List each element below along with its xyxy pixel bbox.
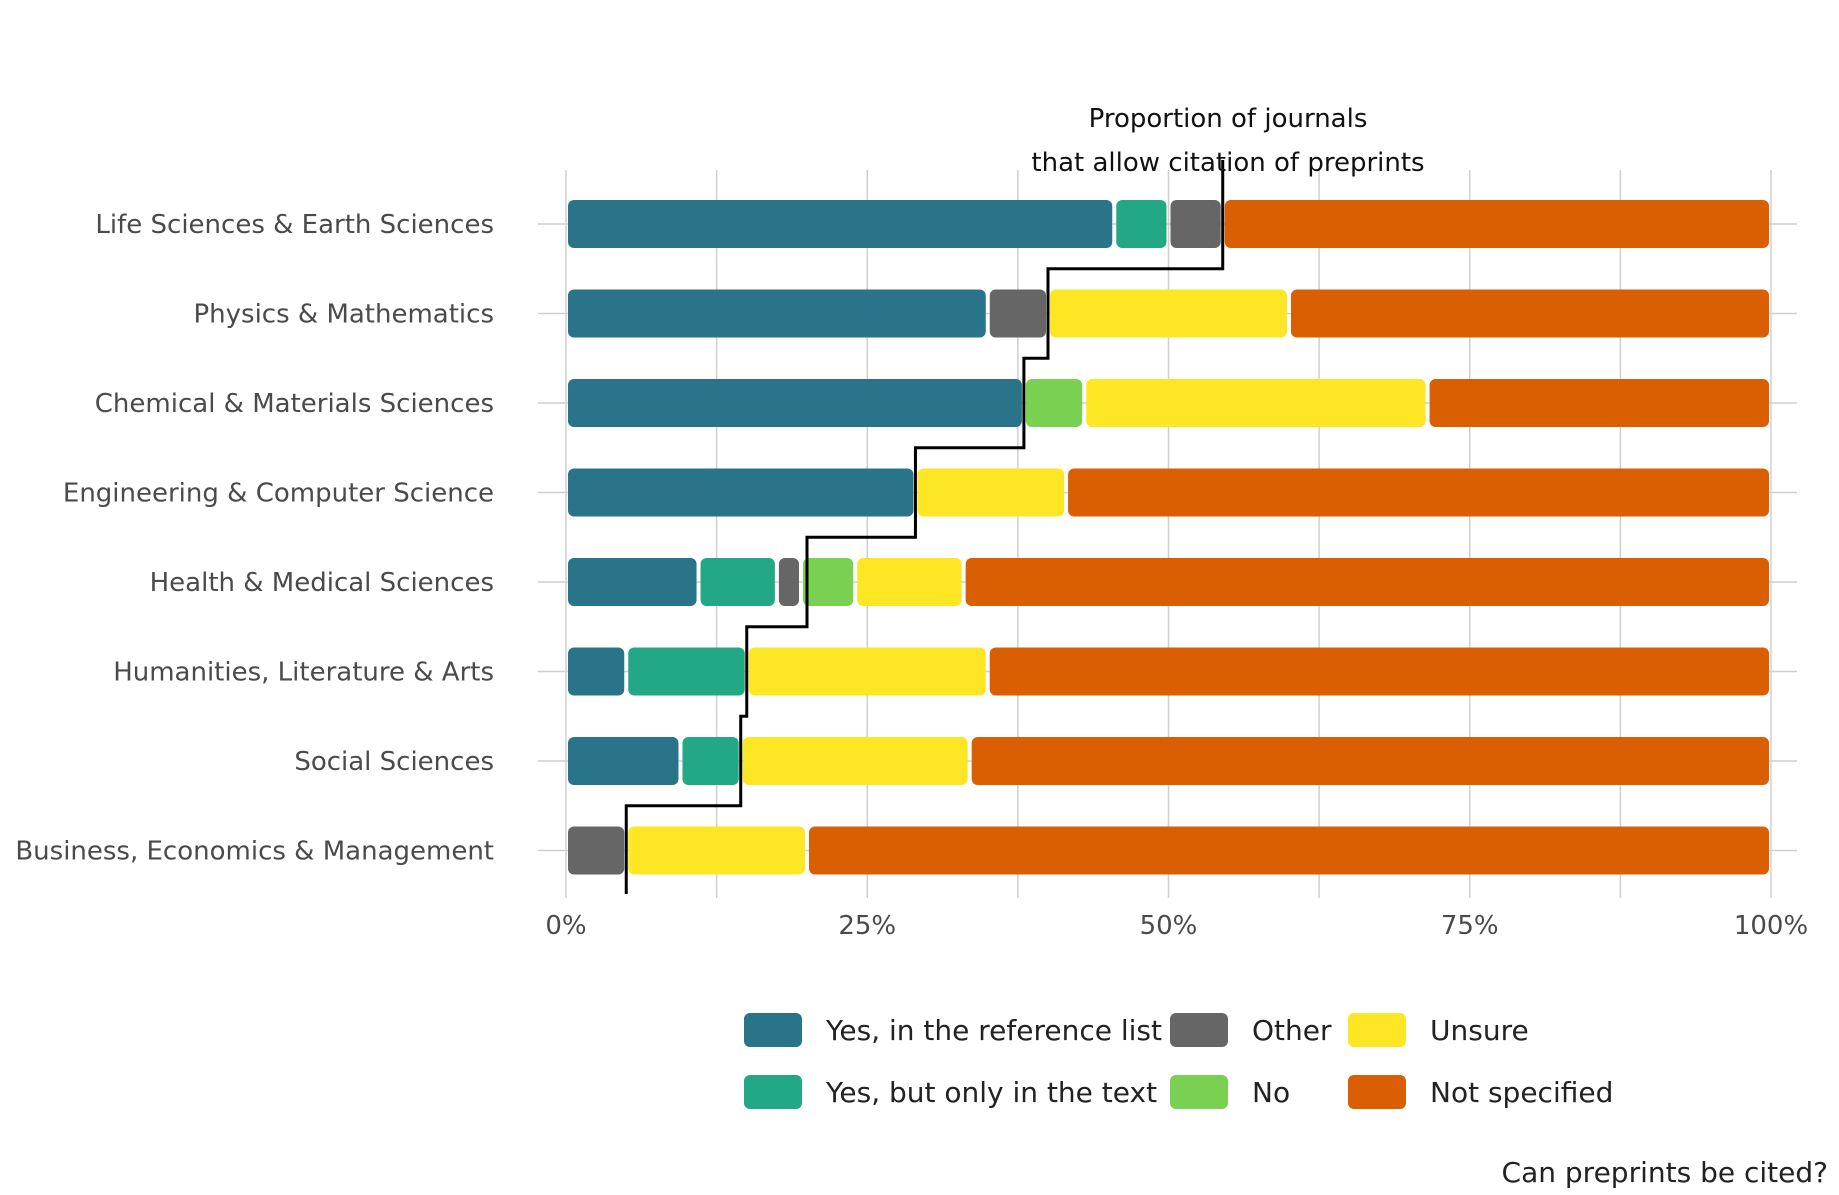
category-label: Health & Medical Sciences <box>150 568 494 598</box>
bar-segment <box>989 289 1046 338</box>
category-label: Social Sciences <box>294 747 494 777</box>
bar-segment <box>809 826 1769 875</box>
legend-swatch <box>1348 1075 1406 1109</box>
citation-proportion-step-line <box>624 160 1225 894</box>
legend-swatch <box>1170 1075 1228 1109</box>
legend-label: Unsure <box>1430 1014 1529 1047</box>
bar-segment <box>1116 200 1167 248</box>
bar-segment <box>700 558 775 606</box>
step-line <box>624 160 1225 894</box>
category-label: Business, Economics & Management <box>15 837 494 867</box>
x-tick-label: 50% <box>1140 911 1198 941</box>
x-axis-ticks: 0% 25% 50% 75% 100% <box>545 911 1808 941</box>
category-label: Engineering & Computer Science <box>63 479 494 509</box>
bar-segment <box>568 379 1022 427</box>
bar-segment <box>682 737 739 785</box>
bar-segment <box>1429 379 1769 427</box>
bars-layer <box>568 200 1769 875</box>
category-label: Physics & Mathematics <box>193 300 494 330</box>
bar-segment <box>989 647 1769 696</box>
category-label: Life Sciences & Earth Sciences <box>95 210 494 240</box>
category-label: Humanities, Literature & Arts <box>113 658 494 688</box>
bar-segment <box>778 558 799 606</box>
legend-label: No <box>1252 1076 1290 1109</box>
bar-segment <box>1170 200 1221 248</box>
legend-swatch <box>1170 1013 1228 1047</box>
annotation: Proportion of journals that allow citati… <box>1031 104 1424 178</box>
bar-segment <box>568 558 697 606</box>
bar-segment <box>857 558 962 606</box>
bar-segment <box>802 558 854 606</box>
annotation-line-1: Proportion of journals <box>1089 104 1368 134</box>
bar-segment <box>568 826 625 875</box>
annotation-line-2: that allow citation of preprints <box>1031 148 1424 178</box>
legend-label: Other <box>1252 1014 1332 1047</box>
bar-segment <box>1291 289 1769 338</box>
bar-segment <box>1086 379 1426 427</box>
legend-swatch <box>1348 1013 1406 1047</box>
legend-label: Yes, in the reference list <box>825 1014 1162 1047</box>
bar-segment <box>1050 289 1287 338</box>
chart-caption: Can preprints be cited? <box>1502 1156 1828 1189</box>
grid-layer <box>538 170 1797 898</box>
category-labels: Life Sciences & Earth Sciences Physics & … <box>15 210 494 867</box>
bar-segment <box>1224 200 1769 248</box>
bar-segment <box>628 826 805 875</box>
legend: Yes, in the reference list Other Unsure Yes… <box>744 1013 1613 1109</box>
bar-segment <box>971 737 1769 785</box>
legend-swatch <box>744 1013 802 1047</box>
legend-label: Yes, but only in the text <box>825 1076 1157 1109</box>
bar-segment <box>628 647 745 696</box>
bar-segment <box>568 200 1113 248</box>
bar-segment <box>568 468 914 517</box>
bar-segment <box>965 558 1769 606</box>
bar-segment <box>568 647 625 696</box>
category-label: Chemical & Materials Sciences <box>95 389 494 419</box>
x-tick-label: 0% <box>545 911 586 941</box>
x-tick-label: 100% <box>1734 911 1808 941</box>
bar-segment <box>568 289 986 338</box>
x-tick-label: 75% <box>1441 911 1499 941</box>
legend-swatch <box>744 1075 802 1109</box>
bar-segment <box>748 647 986 696</box>
bar-segment <box>1068 468 1769 517</box>
legend-label: Not specified <box>1430 1076 1613 1109</box>
bar-segment <box>917 468 1065 517</box>
bar-segment <box>742 737 968 785</box>
bar-segment <box>568 737 679 785</box>
x-tick-label: 25% <box>838 911 896 941</box>
bar-segment <box>1025 379 1083 427</box>
